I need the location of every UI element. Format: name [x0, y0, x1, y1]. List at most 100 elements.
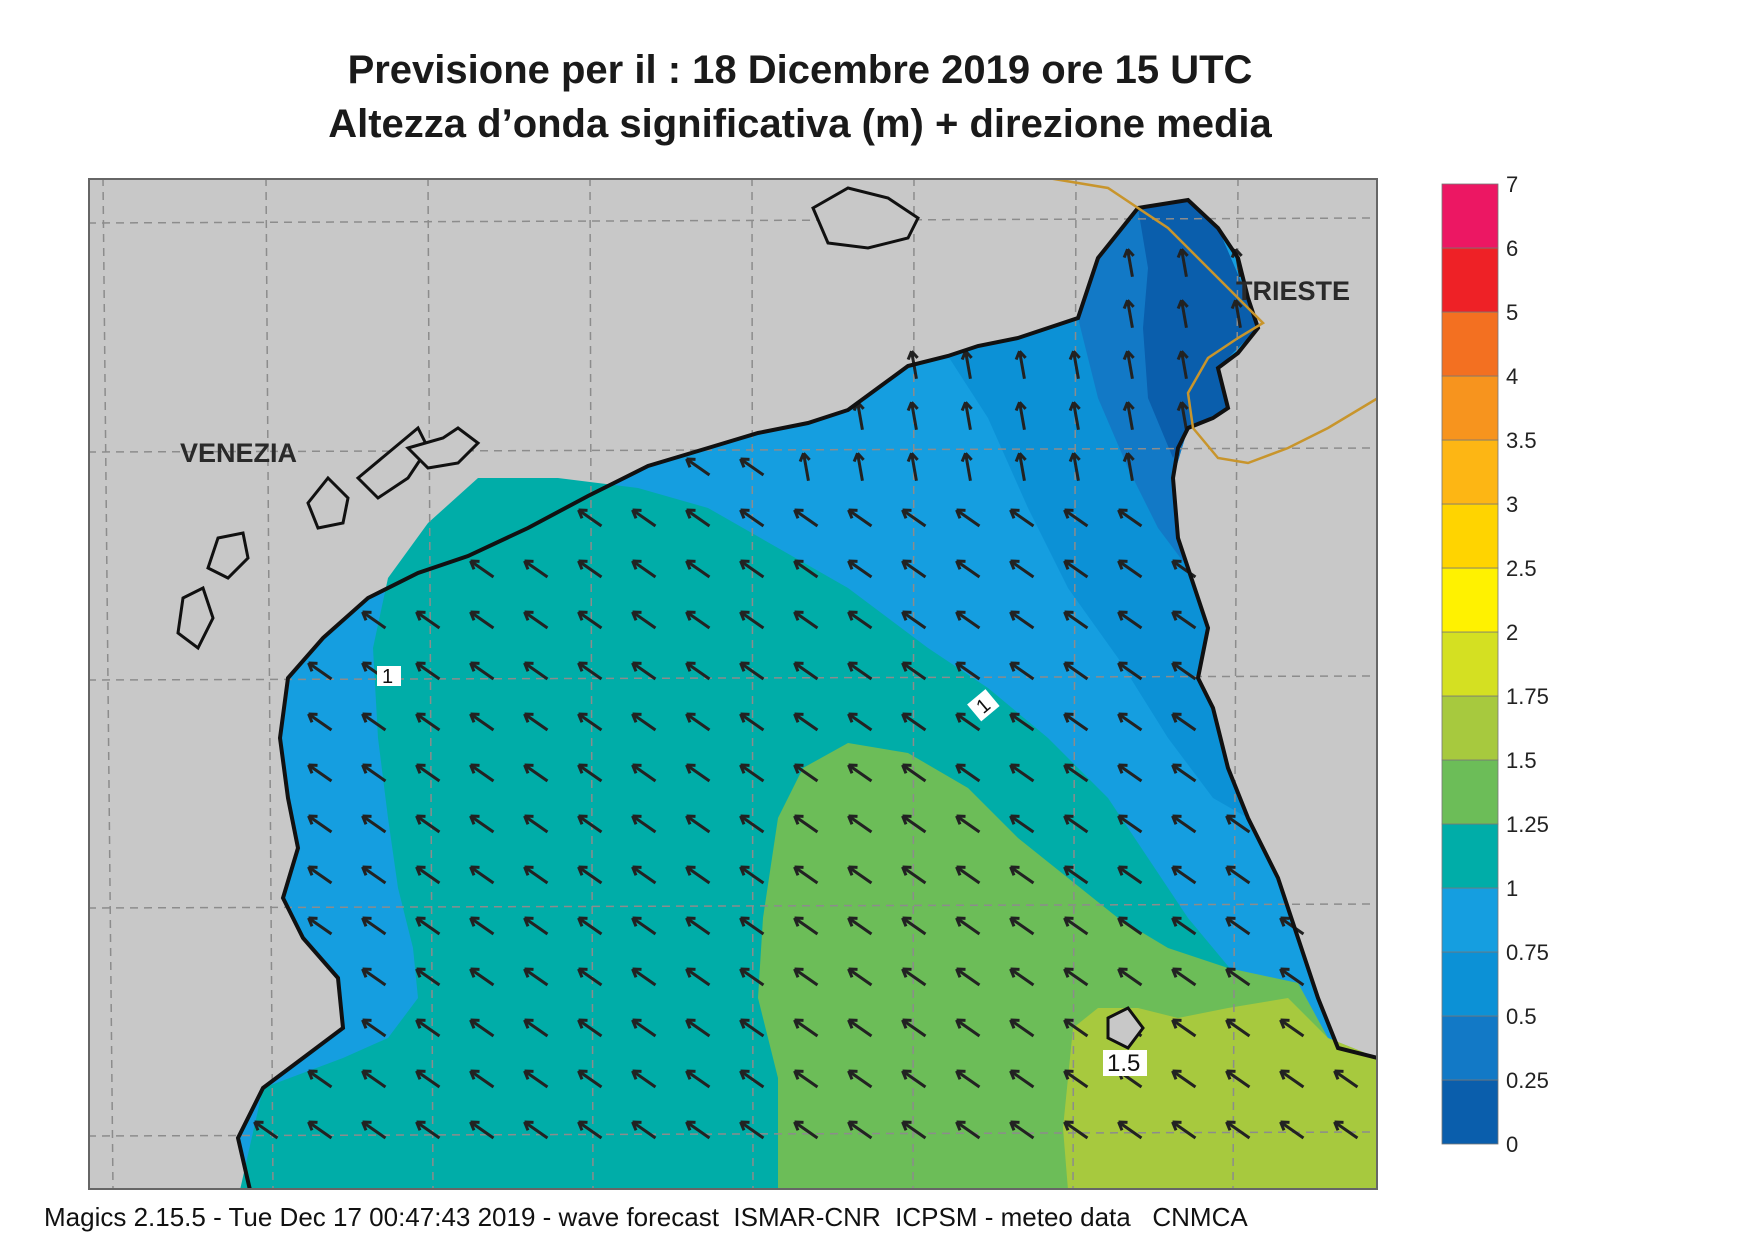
direction-arrow [1279, 1018, 1305, 1038]
direction-arrow-head [739, 865, 750, 876]
direction-arrow-head [1009, 967, 1020, 978]
direction-arrow [1063, 1069, 1089, 1089]
direction-arrow-head [793, 763, 804, 774]
direction-arrow-head [1225, 967, 1236, 978]
direction-arrow-head [1171, 610, 1182, 621]
direction-arrow-head [307, 661, 318, 672]
direction-arrow-head [1117, 508, 1128, 519]
direction-arrow [1009, 610, 1035, 630]
direction-arrow [1117, 661, 1143, 681]
direction-arrow [793, 1018, 819, 1038]
direction-arrow [1279, 967, 1305, 987]
direction-arrow-head [685, 916, 696, 927]
direction-arrow-head [415, 661, 426, 672]
direction-arrow-head [901, 610, 912, 621]
direction-arrow-head [1279, 916, 1290, 927]
direction-arrow-head [361, 1120, 372, 1131]
direction-arrow-head [523, 661, 534, 672]
legend-band [1441, 631, 1499, 697]
direction-arrow [1117, 967, 1143, 987]
direction-arrow-head [1333, 1120, 1344, 1131]
direction-arrow-head [1117, 559, 1128, 570]
direction-arrow-head [1279, 1120, 1290, 1131]
direction-arrow [307, 1120, 333, 1140]
direction-arrow [847, 916, 873, 936]
direction-arrow [577, 661, 603, 681]
direction-arrow-head [1117, 916, 1128, 927]
direction-arrow-head [955, 763, 966, 774]
direction-arrow-head [1009, 661, 1020, 672]
direction-arrow-head [955, 661, 966, 672]
legend-label: 1.75 [1506, 684, 1549, 709]
direction-arrow [631, 661, 657, 681]
direction-arrow-head [1117, 763, 1128, 774]
direction-arrow [1126, 452, 1134, 482]
direction-arrow [793, 916, 819, 936]
direction-arrow [469, 967, 495, 987]
direction-arrow-head [631, 916, 642, 927]
direction-arrow [901, 814, 927, 834]
direction-arrow [1063, 661, 1089, 681]
direction-arrow [577, 967, 603, 987]
direction-arrow-head [1117, 1120, 1128, 1131]
direction-arrow-head [523, 763, 534, 774]
direction-arrow-head [577, 1069, 588, 1080]
direction-arrow [415, 763, 441, 783]
direction-arrow [469, 814, 495, 834]
direction-arrow-head [1117, 814, 1128, 825]
direction-arrow [361, 1120, 387, 1140]
direction-arrow-head [955, 967, 966, 978]
direction-arrow [523, 661, 549, 681]
direction-arrow [739, 661, 765, 681]
direction-arrow [1279, 1120, 1305, 1140]
direction-arrow-head [361, 916, 372, 927]
direction-arrow [685, 610, 711, 630]
direction-arrow-head [739, 1069, 750, 1080]
direction-arrow-head [253, 1120, 264, 1131]
direction-arrow [523, 916, 549, 936]
direction-arrow [415, 814, 441, 834]
direction-arrow-head [415, 712, 426, 723]
direction-arrow-head [361, 967, 372, 978]
direction-arrow [415, 967, 441, 987]
direction-arrow [685, 865, 711, 885]
direction-arrow [901, 763, 927, 783]
direction-arrow [739, 610, 765, 630]
direction-arrow-head [1176, 299, 1189, 310]
direction-arrow-head [793, 1018, 804, 1029]
direction-arrow [523, 865, 549, 885]
direction-arrow [361, 1069, 387, 1089]
direction-arrow [307, 1069, 333, 1089]
direction-arrow [577, 508, 603, 528]
direction-arrow-head [631, 763, 642, 774]
direction-arrow-head [1063, 865, 1074, 876]
direction-arrow [1063, 559, 1089, 579]
direction-arrow-head [1063, 916, 1074, 927]
direction-arrow-head [469, 1120, 480, 1131]
direction-arrow-head [955, 508, 966, 519]
direction-arrow-head [415, 916, 426, 927]
legend-label: 7 [1506, 172, 1518, 197]
direction-arrow [685, 457, 711, 477]
direction-arrow [631, 508, 657, 528]
direction-arrow-head [739, 763, 750, 774]
direction-arrow-head [847, 865, 858, 876]
direction-arrow [901, 1120, 927, 1140]
direction-arrow-head [685, 865, 696, 876]
direction-arrow [1009, 763, 1035, 783]
direction-arrow-head [685, 1120, 696, 1131]
direction-arrow-head [415, 865, 426, 876]
direction-arrow [469, 1069, 495, 1089]
direction-arrow [523, 1069, 549, 1089]
direction-arrow [739, 814, 765, 834]
direction-arrow-head [685, 1018, 696, 1029]
direction-arrow-head [1171, 712, 1182, 723]
direction-arrow [685, 1018, 711, 1038]
direction-arrow [955, 1018, 981, 1038]
direction-arrow-head [577, 508, 588, 519]
legend-band [1441, 375, 1499, 441]
direction-arrow [1009, 559, 1035, 579]
direction-arrow-head [523, 1018, 534, 1029]
direction-arrow [1117, 1120, 1143, 1140]
direction-arrow [739, 1018, 765, 1038]
